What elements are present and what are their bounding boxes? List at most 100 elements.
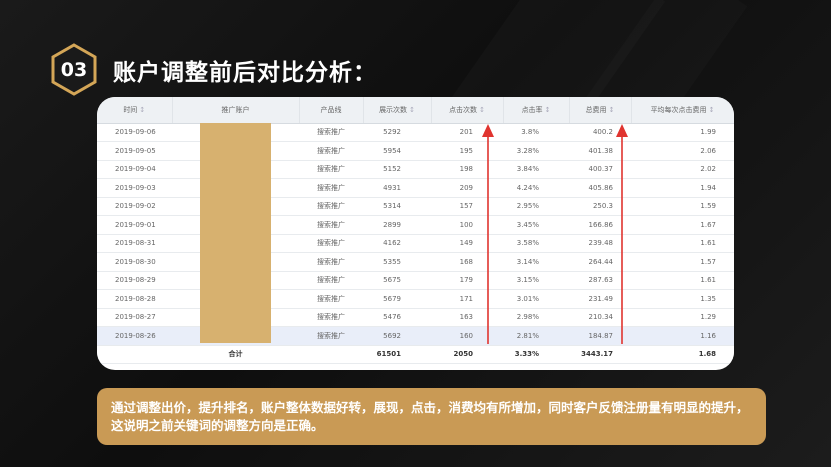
sort-icon[interactable]: ↕ bbox=[409, 105, 415, 114]
table-header-cell[interactable]: 平均每次点击费用 ↕ bbox=[631, 97, 734, 124]
table-cell: 搜索推广 bbox=[299, 252, 363, 272]
table-cell: 4162 bbox=[363, 234, 431, 253]
table-cell: 2.98% bbox=[503, 308, 569, 327]
sort-icon[interactable]: ↕ bbox=[708, 105, 715, 114]
table-cell: 2019-09-01 bbox=[97, 215, 172, 235]
table-header-cell[interactable]: 总费用 ↕ bbox=[569, 97, 632, 124]
table-cell: 1.29 bbox=[631, 308, 734, 327]
sort-icon[interactable]: ↕ bbox=[139, 105, 146, 114]
header-label: 总费用 bbox=[585, 105, 607, 114]
table-cell: 264.44 bbox=[569, 252, 631, 272]
table-cell: 209 bbox=[431, 178, 503, 198]
table-cell: 5679 bbox=[363, 289, 431, 309]
header-label: 推广账户 bbox=[221, 105, 250, 114]
table-cell: 搜索推广 bbox=[299, 289, 363, 309]
table-cell: 5476 bbox=[363, 308, 431, 327]
table-cell: 1.16 bbox=[631, 326, 734, 346]
total-cell: 3443.17 bbox=[569, 345, 631, 364]
table-cell: 100 bbox=[431, 215, 503, 235]
table-cell: 2019-08-29 bbox=[97, 271, 172, 290]
table-cell: 3.28% bbox=[503, 141, 569, 161]
total-cell: 1.68 bbox=[631, 345, 734, 364]
total-cell bbox=[97, 345, 172, 364]
table-cell: 3.58% bbox=[503, 234, 569, 253]
table-cell: 201 bbox=[431, 123, 503, 142]
table-header-cell[interactable]: 产品线 bbox=[299, 97, 364, 124]
header-label: 点击次数 bbox=[449, 105, 478, 114]
table-cell: 2.95% bbox=[503, 197, 569, 216]
table-cell: 3.8% bbox=[503, 123, 569, 142]
table-header-cell[interactable]: 展示次数 ↕ bbox=[363, 97, 432, 124]
total-cell: 合计 bbox=[172, 345, 299, 364]
table-cell: 157 bbox=[431, 197, 503, 216]
total-cell: 61501 bbox=[363, 345, 431, 364]
sort-icon[interactable]: ↕ bbox=[479, 105, 485, 114]
table-cell: 5292 bbox=[363, 123, 431, 142]
table-cell: 195 bbox=[431, 141, 503, 161]
table-cell: 2019-09-02 bbox=[97, 197, 172, 216]
table-cell: 5152 bbox=[363, 160, 431, 179]
sort-icon[interactable]: ↕ bbox=[608, 105, 615, 114]
table-row[interactable]: 2019-09-04 搜索推广 5152 198 3.84% 400.37 2.02 bbox=[97, 160, 734, 179]
header-label: 点击率 bbox=[521, 105, 543, 114]
table-row[interactable]: 2019-08-29 搜索推广 5675 179 3.15% 287.63 1.61 bbox=[97, 271, 734, 290]
table-cell: 163 bbox=[431, 308, 503, 327]
table-cell: 搜索推广 bbox=[299, 234, 363, 253]
table-cell: 210.34 bbox=[569, 308, 631, 327]
table-cell: 160 bbox=[431, 326, 503, 346]
table-cell: 2019-09-06 bbox=[97, 123, 172, 142]
up-arrow-clicks bbox=[482, 124, 494, 344]
table-cell: 2899 bbox=[363, 215, 431, 235]
table-row[interactable]: 2019-09-06 搜索推广 5292 201 3.8% 400.2 1.99 bbox=[97, 123, 734, 142]
table-cell: 搜索推广 bbox=[299, 215, 363, 235]
table-row[interactable]: 2019-09-05 搜索推广 5954 195 3.28% 401.38 2.06 bbox=[97, 141, 734, 161]
table-row[interactable]: 2019-09-01 搜索推广 2899 100 3.45% 166.86 1.67 bbox=[97, 215, 734, 235]
table-header-cell[interactable]: 时间 ↕ bbox=[97, 97, 173, 124]
table-cell: 401.38 bbox=[569, 141, 631, 161]
table-cell: 1.35 bbox=[631, 289, 734, 309]
table-header-row: 时间 ↕ 推广账户 产品线 展示次数 ↕ 点击次数 ↕ 点击率 ↕ 总费用 ↕ 平均每次点击费用 ↕ bbox=[97, 97, 734, 124]
table-cell: 198 bbox=[431, 160, 503, 179]
table-cell: 168 bbox=[431, 252, 503, 272]
section-number: 03 bbox=[60, 58, 88, 81]
table-cell: 400.37 bbox=[569, 160, 631, 179]
redacted-account-block bbox=[200, 123, 271, 343]
sort-icon[interactable]: ↕ bbox=[544, 105, 551, 114]
table-cell: 5692 bbox=[363, 326, 431, 346]
table-cell: 3.45% bbox=[503, 215, 569, 235]
table-cell: 4.24% bbox=[503, 178, 569, 198]
table-cell: 2.81% bbox=[503, 326, 569, 346]
table-cell: 搜索推广 bbox=[299, 197, 363, 216]
section-number-badge: 03 bbox=[50, 43, 98, 96]
table-header-cell[interactable]: 点击次数 ↕ bbox=[431, 97, 504, 124]
table-row[interactable]: 2019-08-26 搜索推广 5692 160 2.81% 184.87 1.16 bbox=[97, 326, 734, 346]
table-cell: 171 bbox=[431, 289, 503, 309]
table-header-cell[interactable]: 推广账户 bbox=[172, 97, 300, 124]
header-label: 展示次数 bbox=[379, 105, 408, 114]
table-cell: 2.02 bbox=[631, 160, 734, 179]
table-row[interactable]: 2019-08-28 搜索推广 5679 171 3.01% 231.49 1.35 bbox=[97, 289, 734, 309]
table-cell: 2019-09-03 bbox=[97, 178, 172, 198]
table-cell: 1.59 bbox=[631, 197, 734, 216]
table-row[interactable]: 2019-09-02 搜索推广 5314 157 2.95% 250.3 1.59 bbox=[97, 197, 734, 216]
table-row[interactable]: 2019-08-30 搜索推广 5355 168 3.14% 264.44 1.57 bbox=[97, 252, 734, 272]
up-arrow-cost bbox=[616, 124, 628, 344]
table-row[interactable]: 2019-09-03 搜索推广 4931 209 4.24% 405.86 1.94 bbox=[97, 178, 734, 198]
table-cell: 1.67 bbox=[631, 215, 734, 235]
table-cell: 搜索推广 bbox=[299, 308, 363, 327]
table-row[interactable]: 2019-08-31 搜索推广 4162 149 3.58% 239.48 1.61 bbox=[97, 234, 734, 253]
table-cell: 搜索推广 bbox=[299, 271, 363, 290]
table-cell: 3.15% bbox=[503, 271, 569, 290]
table-body: 2019-09-06 搜索推广 5292 201 3.8% 400.2 1.99 2019-0… bbox=[97, 123, 734, 364]
table-header-cell[interactable]: 点击率 ↕ bbox=[503, 97, 570, 124]
table-cell: 3.14% bbox=[503, 252, 569, 272]
table-cell: 搜索推广 bbox=[299, 326, 363, 346]
table-cell: 2.06 bbox=[631, 141, 734, 161]
summary-note: 通过调整出价，提升排名，账户整体数据好转，展现，点击，消费均有所增加，同时客户反… bbox=[97, 388, 766, 445]
table-cell: 1.61 bbox=[631, 234, 734, 253]
table-row[interactable]: 2019-08-27 搜索推广 5476 163 2.98% 210.34 1.29 bbox=[97, 308, 734, 327]
table-cell: 1.99 bbox=[631, 123, 734, 142]
page-title: 账户调整前后对比分析： bbox=[113, 60, 377, 86]
table-cell: 287.63 bbox=[569, 271, 631, 290]
table-cell: 3.84% bbox=[503, 160, 569, 179]
